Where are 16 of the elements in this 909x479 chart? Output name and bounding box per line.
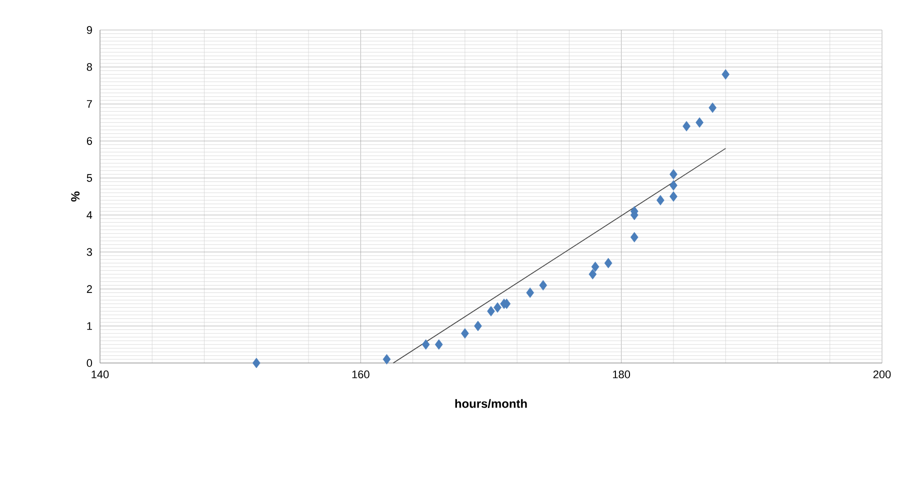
y-tick-label: 6 bbox=[86, 137, 92, 145]
x-tick-label: 200 bbox=[873, 370, 891, 378]
y-tick-label: 2 bbox=[86, 285, 92, 293]
y-tick-label: 9 bbox=[86, 26, 92, 34]
y-tick-label: 1 bbox=[87, 322, 92, 330]
x-tick-label: 140 bbox=[92, 370, 109, 378]
y-tick-label: 7 bbox=[86, 100, 92, 108]
x-tick-label: 160 bbox=[352, 370, 370, 378]
x-axis-title: hours/month bbox=[455, 399, 527, 408]
y-tick-label: 0 bbox=[86, 359, 92, 367]
y-tick-label: 3 bbox=[86, 248, 92, 256]
x-tick-label: 180 bbox=[613, 370, 630, 378]
y-tick-label: 5 bbox=[86, 174, 92, 182]
y-tick-label: 8 bbox=[86, 63, 92, 71]
y-tick-label: 4 bbox=[86, 211, 92, 219]
y-axis-title: % bbox=[71, 192, 80, 202]
